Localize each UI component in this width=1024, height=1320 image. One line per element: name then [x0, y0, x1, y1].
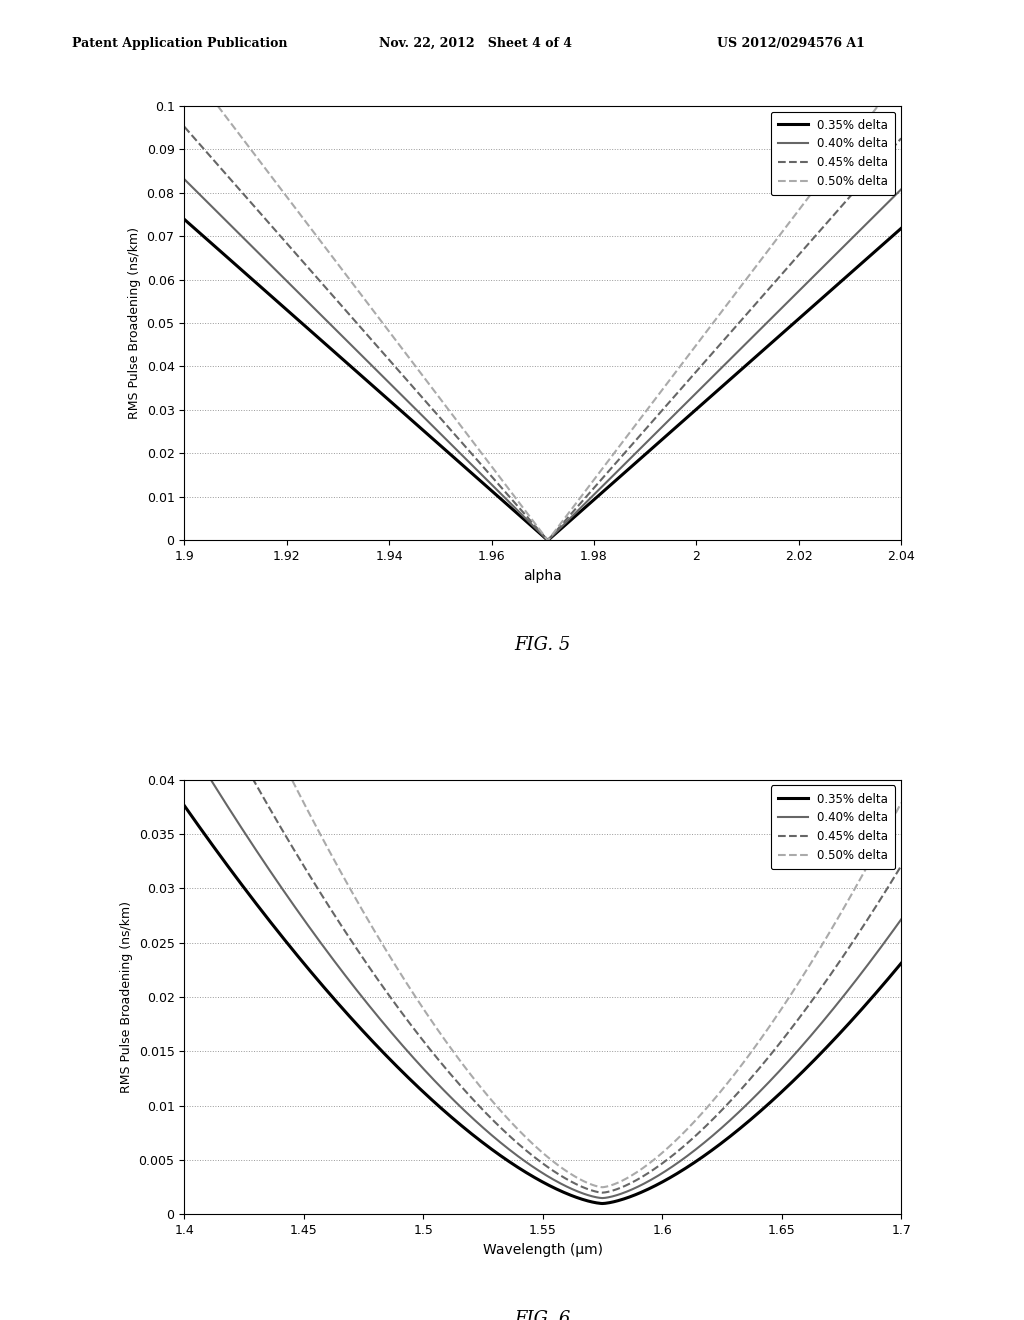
Text: FIG. 6: FIG. 6	[514, 1309, 571, 1320]
Y-axis label: RMS Pulse Broadening (ns/km): RMS Pulse Broadening (ns/km)	[120, 902, 133, 1093]
Text: Nov. 22, 2012   Sheet 4 of 4: Nov. 22, 2012 Sheet 4 of 4	[379, 37, 571, 50]
Text: Patent Application Publication: Patent Application Publication	[72, 37, 287, 50]
Legend: 0.35% delta, 0.40% delta, 0.45% delta, 0.50% delta: 0.35% delta, 0.40% delta, 0.45% delta, 0…	[771, 111, 895, 195]
Text: US 2012/0294576 A1: US 2012/0294576 A1	[717, 37, 864, 50]
X-axis label: Wavelength (μm): Wavelength (μm)	[482, 1242, 603, 1257]
Y-axis label: RMS Pulse Broadening (ns/km): RMS Pulse Broadening (ns/km)	[128, 227, 141, 418]
Legend: 0.35% delta, 0.40% delta, 0.45% delta, 0.50% delta: 0.35% delta, 0.40% delta, 0.45% delta, 0…	[771, 785, 895, 870]
X-axis label: alpha: alpha	[523, 569, 562, 582]
Text: FIG. 5: FIG. 5	[514, 636, 571, 655]
